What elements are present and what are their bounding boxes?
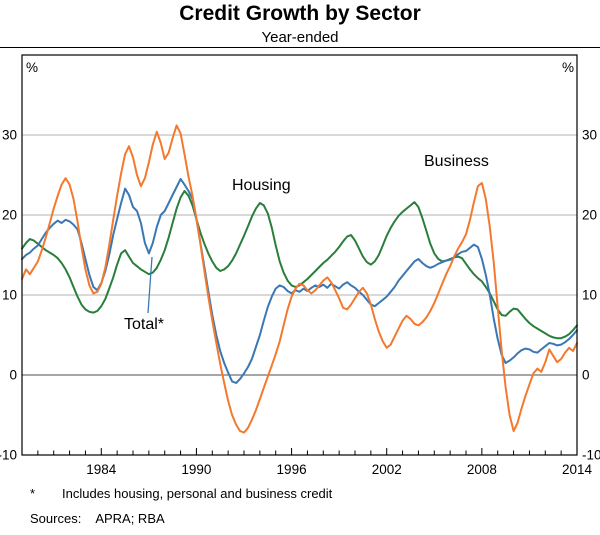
sources-label: Sources: xyxy=(30,511,82,526)
y-tick-label-left: -10 xyxy=(0,448,17,463)
series-layer xyxy=(21,124,578,434)
y-tick-label-right: 0 xyxy=(582,368,590,383)
y-tick-label-right: 20 xyxy=(582,208,597,223)
y-tick-label-left: 0 xyxy=(9,368,17,383)
sources-line: Sources: APRA; RBA xyxy=(30,511,165,526)
axis-layer: -10 -10 0 0 10 10 20 20 30 30 1984 1990 1996 2002 2008… xyxy=(0,54,600,477)
x-tick-label: 1996 xyxy=(277,462,307,477)
y-tick-label-left: 30 xyxy=(2,128,17,143)
y-tick-label-right: -10 xyxy=(582,448,600,463)
series-line-housing xyxy=(21,190,578,340)
x-tick-label: 2008 xyxy=(467,462,497,477)
total-label-pointer xyxy=(147,256,153,314)
y-tick-label-right: 10 xyxy=(582,288,597,303)
x-tick-label: 2014 xyxy=(562,462,593,477)
series-label-housing: Housing xyxy=(232,177,291,194)
chart-subtitle: Year-ended xyxy=(261,29,339,46)
footnote-text: Includes housing, personal and business … xyxy=(62,486,333,501)
y-tick-label-left: 20 xyxy=(2,208,17,223)
x-tick-label: 1990 xyxy=(181,462,211,477)
series-line-business xyxy=(21,124,578,434)
y-tick-label-right: 30 xyxy=(582,128,597,143)
series-label-business: Business xyxy=(424,153,489,170)
series-label-total: Total* xyxy=(124,316,164,333)
series-line-total xyxy=(21,178,578,384)
footnote-marker: * xyxy=(30,486,36,501)
chart-title: Credit Growth by Sector xyxy=(179,2,421,25)
plot-frame xyxy=(21,54,578,456)
unit-label-right: % xyxy=(562,60,574,75)
x-tick-label: 1984 xyxy=(86,462,117,477)
y-tick-label-left: 10 xyxy=(2,288,17,303)
sources-value: APRA; RBA xyxy=(95,511,165,526)
footnote: * Includes housing, personal and business… xyxy=(30,486,332,501)
x-tick-label: 2002 xyxy=(372,462,402,477)
unit-label-left: % xyxy=(26,60,38,75)
